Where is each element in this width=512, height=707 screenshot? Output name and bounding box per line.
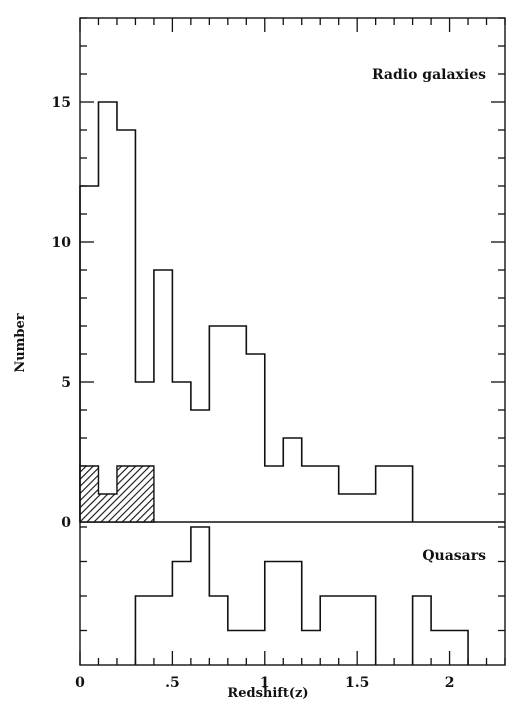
- tick-labels: 0 .5 1 1.5 2 0 5 10 15: [52, 95, 455, 691]
- quasars-panel-label: Quasars: [422, 548, 486, 564]
- quasars-histogram-segment: [411, 595, 469, 665]
- x-tick-label: 1.5: [345, 675, 369, 691]
- x-tick-label: 0: [75, 675, 85, 691]
- y-tick-label: 0: [61, 515, 71, 531]
- y-tick-label: 15: [52, 95, 71, 111]
- y-tick-label: 10: [52, 235, 72, 251]
- quasars-histogram-segment: [134, 526, 377, 665]
- plot-border: [79, 17, 506, 666]
- axis-ticks: [79, 17, 506, 665]
- radio-galaxies-hatched-subset: [79, 465, 155, 523]
- x-tick-label: 2: [445, 675, 455, 691]
- y-tick-label: 5: [61, 375, 71, 391]
- x-tick-label: .5: [165, 675, 180, 691]
- plot-frame: [79, 17, 506, 666]
- x-tick-label: 1: [260, 675, 270, 691]
- y-axis-title: Number: [13, 313, 28, 372]
- radio-galaxies-histogram: [79, 101, 414, 522]
- x-axis-title: Redshift(z): [227, 686, 308, 701]
- radio-galaxies-panel-label: Radio galaxies: [372, 67, 486, 83]
- histogram-outlines: [79, 101, 469, 665]
- hatched-bar-group: [79, 465, 155, 523]
